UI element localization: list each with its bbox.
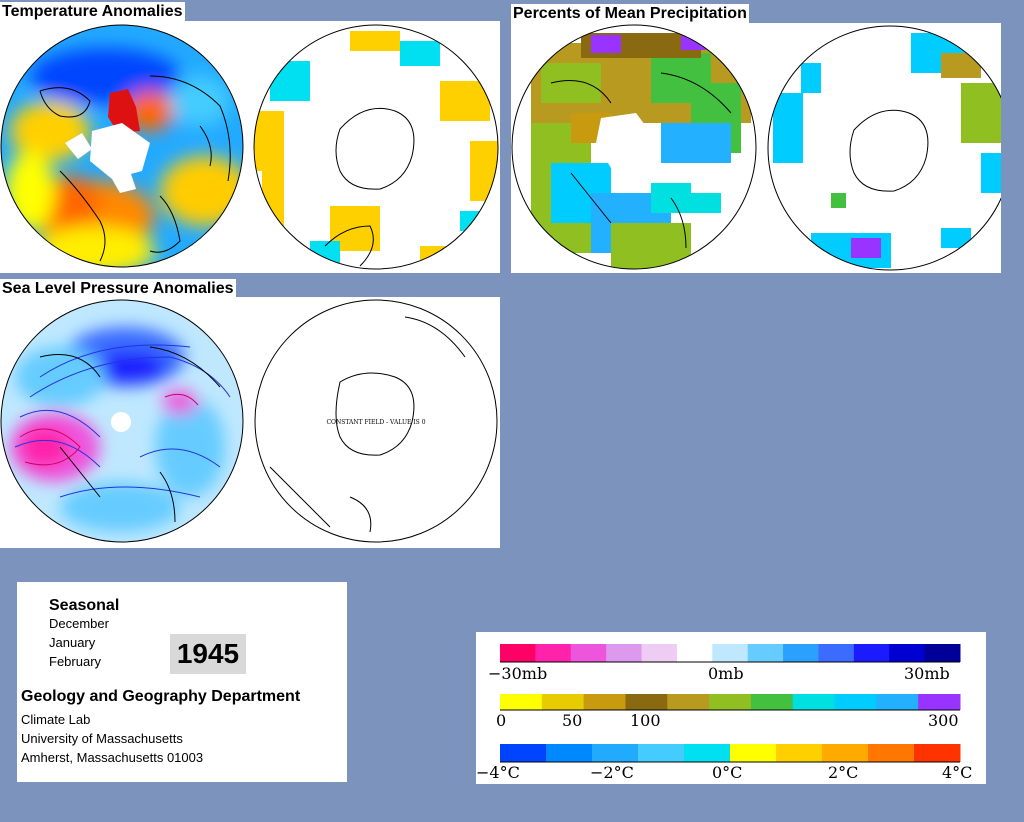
temp-label-minus4: −4°C xyxy=(476,763,520,782)
precip-swatch xyxy=(625,694,668,710)
month-3: February xyxy=(49,654,102,669)
precip-swatch xyxy=(750,694,794,710)
temp-swatch xyxy=(592,744,639,762)
address-line-1: Climate Lab xyxy=(21,712,91,727)
precip-swatch xyxy=(792,694,836,710)
pressure-swatch xyxy=(712,644,749,662)
pressure-swatch xyxy=(641,644,678,662)
pressure-northern-hemisphere xyxy=(1,300,243,542)
precip-swatch xyxy=(834,694,877,710)
info-box: Seasonal December January February 1945 … xyxy=(17,582,347,782)
precip-label-100: 100 xyxy=(630,711,661,730)
temp-swatch xyxy=(868,744,915,762)
precipitation-panel xyxy=(511,23,1001,273)
precip-swatch xyxy=(500,694,543,710)
temperature-maps xyxy=(0,24,499,270)
precip-label-0: 0 xyxy=(496,711,507,730)
pressure-swatch xyxy=(570,644,607,662)
pressure-swatch xyxy=(606,644,643,662)
legend-bars xyxy=(500,644,961,763)
precip-label-300: 300 xyxy=(928,711,959,730)
pressure-panel: CONSTANT FIELD - VALUE IS 0 xyxy=(0,297,500,548)
precipitation-southern-hemisphere xyxy=(768,26,1001,270)
pressure-southern-hemisphere: CONSTANT FIELD - VALUE IS 0 xyxy=(254,299,498,543)
precip-swatch xyxy=(583,694,626,710)
pressure-title: Sea Level Pressure Anomalies xyxy=(0,279,236,298)
temp-label-0: 0°C xyxy=(712,763,743,782)
precip-label-50: 50 xyxy=(562,711,583,730)
temp-label-minus2: −2°C xyxy=(590,763,634,782)
precip-swatch xyxy=(541,694,585,710)
pressure-swatch xyxy=(500,644,536,662)
pressure-swatch xyxy=(853,644,890,662)
pressure-swatch xyxy=(783,644,819,662)
pressure-swatch xyxy=(818,644,855,662)
temp-label-4: 4°C xyxy=(942,763,973,782)
precipitation-maps xyxy=(511,24,1001,271)
pressure-swatch xyxy=(535,644,572,662)
temp-swatch xyxy=(776,744,823,762)
temp-swatch xyxy=(500,744,547,762)
precip-swatch xyxy=(876,694,919,710)
legend-box: −30mb 0mb 30mb 0 50 100 300 −4°C −2°C 0°… xyxy=(476,632,986,784)
year-label: 1945 xyxy=(170,634,246,674)
pressure-swatch xyxy=(747,644,784,662)
department-name: Geology and Geography Department xyxy=(21,688,301,705)
address-line-3: Amherst, Massachusetts 01003 xyxy=(21,750,204,765)
temperature-colorbar xyxy=(500,744,961,763)
temp-swatch xyxy=(638,744,685,762)
temperature-panel xyxy=(0,21,500,273)
temp-swatch xyxy=(914,744,961,762)
precipitation-title: Percents of Mean Precipitation xyxy=(511,4,749,23)
pressure-maps: CONSTANT FIELD - VALUE IS 0 xyxy=(0,299,498,543)
precip-swatch xyxy=(667,694,710,710)
constant-field-note: CONSTANT FIELD - VALUE IS 0 xyxy=(326,419,425,426)
precipitation-colorbar xyxy=(500,694,961,711)
period-type: Seasonal xyxy=(49,597,120,614)
pressure-colorbar xyxy=(500,644,961,663)
month-1: December xyxy=(49,616,109,631)
temp-swatch xyxy=(684,744,731,762)
temp-swatch xyxy=(730,744,777,762)
pressure-swatch xyxy=(676,644,713,662)
temp-label-2: 2°C xyxy=(828,763,859,782)
temp-swatch xyxy=(822,744,869,762)
pressure-label-max: 30mb xyxy=(904,664,950,683)
precip-swatch xyxy=(918,694,961,710)
temp-swatch xyxy=(546,744,593,762)
temperature-title: Temperature Anomalies xyxy=(0,2,185,21)
precip-swatch xyxy=(709,694,752,710)
address-line-2: University of Massachusetts xyxy=(21,731,183,746)
temperature-southern-hemisphere xyxy=(254,25,498,269)
month-2: January xyxy=(49,635,96,650)
pressure-label-min: −30mb xyxy=(488,664,548,683)
pressure-swatch xyxy=(889,644,926,662)
pressure-swatch xyxy=(924,644,961,662)
pressure-label-zero: 0mb xyxy=(708,664,744,683)
